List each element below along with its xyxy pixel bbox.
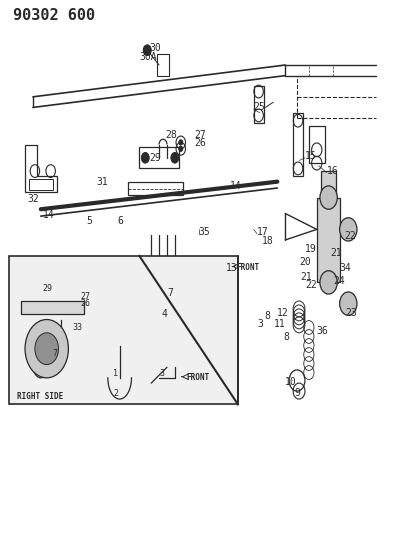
Text: 4: 4 (161, 309, 167, 319)
Bar (9, 256, 238, 405)
Text: 11: 11 (274, 319, 285, 329)
Circle shape (26, 303, 32, 312)
Bar (317, 198, 340, 282)
Text: 8: 8 (283, 332, 289, 342)
Text: 9: 9 (294, 387, 300, 398)
Text: FRONT: FRONT (187, 374, 210, 383)
Text: 1: 1 (113, 369, 118, 378)
Text: 2: 2 (114, 389, 119, 398)
Text: 29: 29 (42, 284, 52, 293)
Circle shape (320, 271, 337, 294)
Circle shape (141, 152, 149, 163)
Text: 12: 12 (277, 308, 288, 318)
Text: 32: 32 (27, 193, 39, 204)
Text: 8: 8 (265, 311, 271, 321)
Text: RIGHT SIDE: RIGHT SIDE (17, 392, 64, 401)
Text: 22: 22 (306, 279, 318, 289)
Text: 14: 14 (43, 209, 54, 220)
Bar (321, 171, 337, 198)
Text: 29: 29 (149, 153, 161, 163)
Text: 25: 25 (254, 102, 266, 112)
Text: 28: 28 (165, 130, 177, 140)
Text: 26: 26 (195, 138, 206, 148)
Circle shape (25, 319, 68, 378)
Text: 30A: 30A (139, 52, 157, 62)
Text: 90302 600: 90302 600 (13, 8, 95, 23)
Bar (309, 126, 325, 163)
Text: 23: 23 (345, 308, 357, 318)
Text: 14: 14 (230, 181, 242, 191)
Bar (293, 113, 303, 176)
Text: 24: 24 (333, 276, 345, 286)
Text: 17: 17 (257, 227, 269, 237)
Text: 27: 27 (195, 130, 206, 140)
Circle shape (339, 292, 357, 316)
Text: FRONT: FRONT (236, 263, 259, 272)
Text: 34: 34 (339, 263, 351, 272)
Text: 36: 36 (316, 326, 328, 336)
Bar (139, 147, 179, 168)
Text: 7: 7 (53, 350, 58, 359)
Circle shape (179, 146, 183, 151)
Text: 10: 10 (284, 377, 296, 387)
Circle shape (35, 333, 58, 365)
Circle shape (320, 186, 337, 209)
Circle shape (171, 152, 179, 163)
Text: 7: 7 (168, 288, 173, 298)
Bar (254, 86, 264, 123)
Text: 31: 31 (96, 176, 108, 187)
Text: 6: 6 (118, 216, 123, 227)
Text: 22: 22 (344, 231, 356, 241)
Text: 21: 21 (300, 272, 312, 282)
Circle shape (339, 217, 357, 241)
Bar (157, 54, 169, 76)
Text: 27: 27 (80, 292, 90, 301)
Text: 3: 3 (258, 319, 264, 329)
Text: 33: 33 (72, 323, 82, 332)
Text: 21: 21 (331, 248, 342, 259)
Text: 30: 30 (149, 43, 161, 53)
Text: 26: 26 (80, 299, 90, 308)
Bar (21, 301, 84, 314)
Text: 16: 16 (327, 166, 338, 176)
Bar (119, 393, 124, 398)
Circle shape (65, 303, 71, 312)
Text: 20: 20 (299, 257, 311, 267)
Bar (29, 179, 53, 190)
Circle shape (143, 45, 151, 55)
Text: 15: 15 (305, 151, 317, 161)
Circle shape (179, 140, 183, 145)
Bar (21, 301, 84, 314)
Text: 18: 18 (262, 236, 273, 246)
Text: 13: 13 (226, 263, 238, 272)
Text: 5: 5 (86, 216, 92, 227)
Text: 35: 35 (198, 227, 210, 237)
Text: 3: 3 (159, 369, 164, 378)
Bar (127, 182, 183, 195)
Text: 19: 19 (305, 244, 317, 254)
